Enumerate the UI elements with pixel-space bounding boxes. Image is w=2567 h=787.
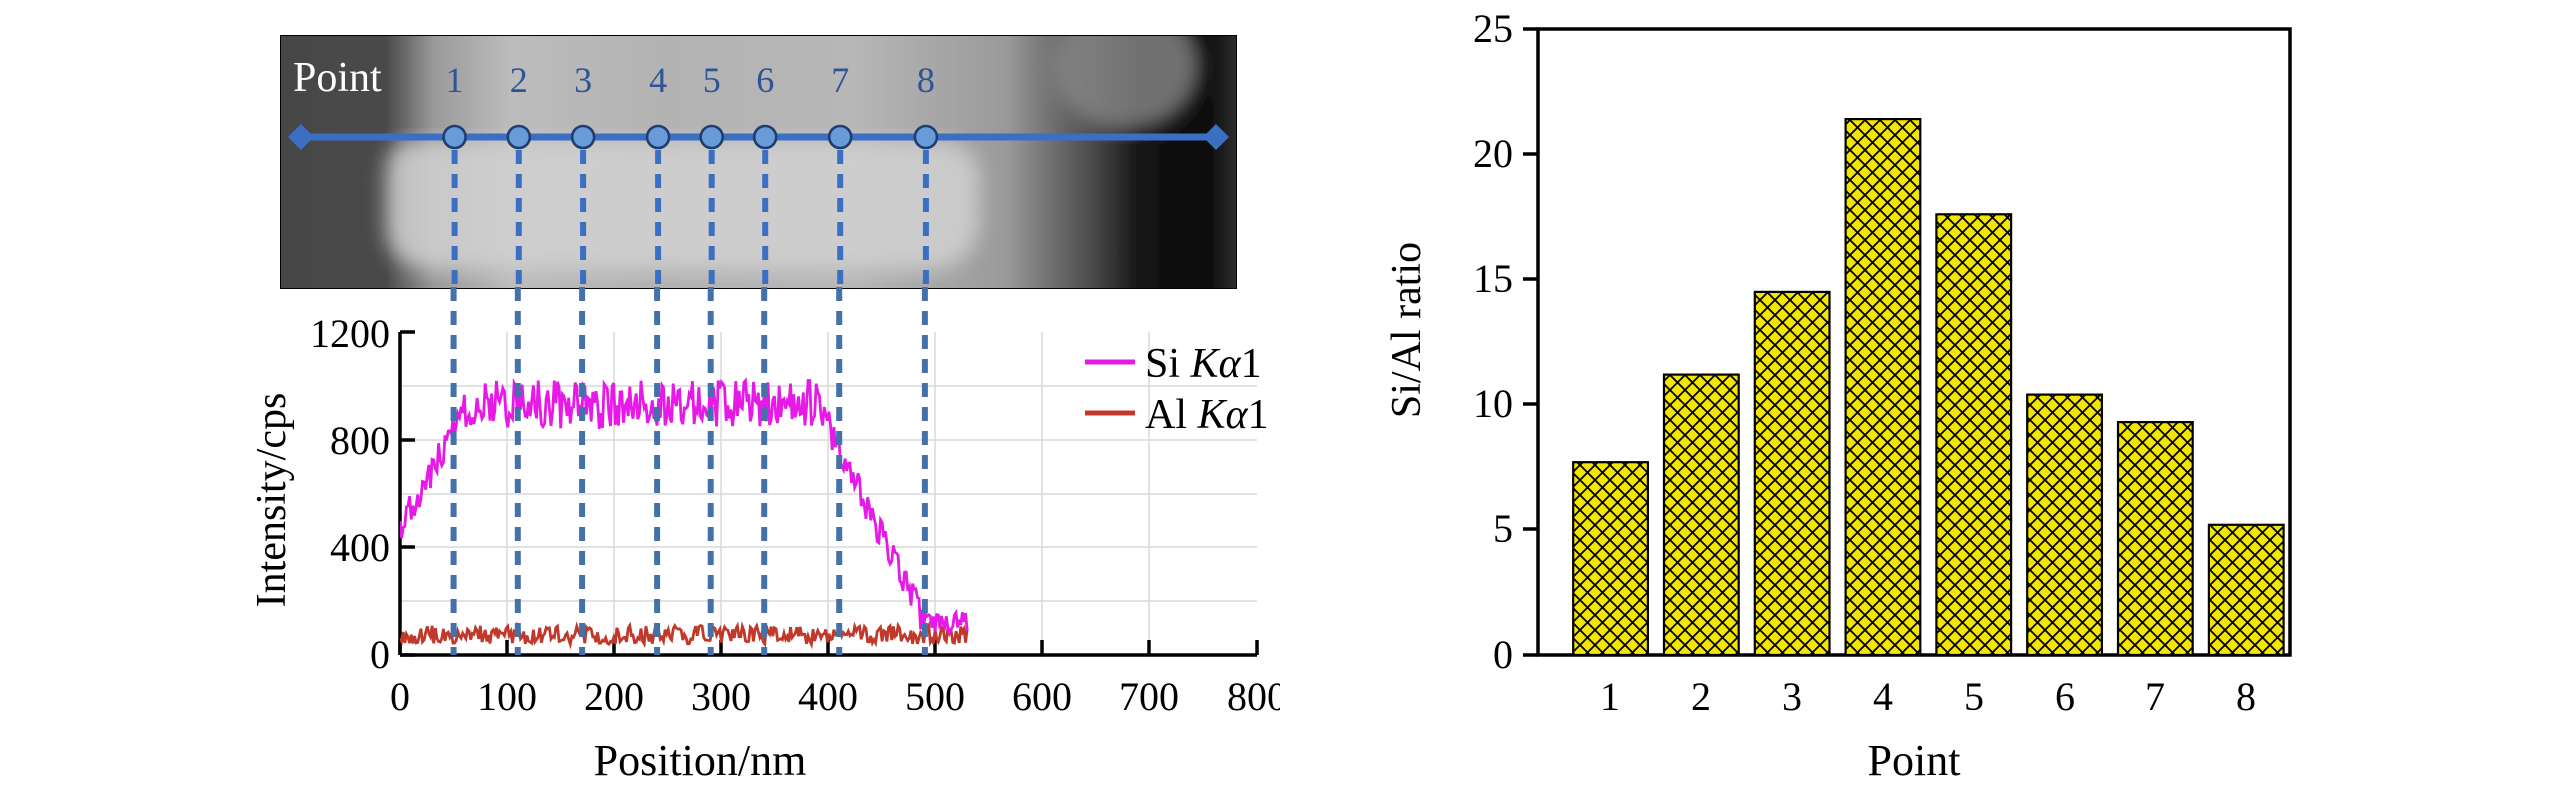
svg-text:Si Kα1: Si Kα1 [1145, 341, 1262, 387]
svg-text:400: 400 [330, 525, 390, 570]
svg-text:Position/nm: Position/nm [594, 736, 807, 785]
svg-text:700: 700 [1119, 674, 1179, 719]
svg-text:3: 3 [1782, 674, 1802, 719]
svg-text:Point: Point [1868, 736, 1961, 785]
svg-text:1: 1 [1600, 674, 1620, 719]
svg-text:20: 20 [1473, 131, 1513, 176]
svg-text:1200: 1200 [310, 311, 390, 356]
svg-text:10: 10 [1473, 381, 1513, 426]
svg-text:100: 100 [477, 674, 537, 719]
svg-text:Intensity/cps: Intensity/cps [249, 393, 295, 608]
svg-text:0: 0 [370, 632, 390, 677]
svg-text:25: 25 [1473, 6, 1513, 51]
svg-text:5: 5 [1964, 674, 1984, 719]
svg-text:5: 5 [1493, 506, 1513, 551]
svg-text:Si/Al ratio: Si/Al ratio [1384, 242, 1430, 418]
svg-text:500: 500 [905, 674, 965, 719]
svg-text:8: 8 [2236, 674, 2256, 719]
svg-text:600: 600 [1012, 674, 1072, 719]
svg-text:7: 7 [2145, 674, 2165, 719]
svg-text:6: 6 [2055, 674, 2075, 719]
svg-text:4: 4 [1873, 674, 1893, 719]
svg-text:800: 800 [330, 418, 390, 463]
svg-text:0: 0 [390, 674, 410, 719]
svg-text:300: 300 [691, 674, 751, 719]
svg-text:0: 0 [1493, 632, 1513, 677]
svg-text:15: 15 [1473, 256, 1513, 301]
svg-text:400: 400 [798, 674, 858, 719]
svg-text:200: 200 [584, 674, 644, 719]
svg-text:2: 2 [1691, 674, 1711, 719]
svg-text:800: 800 [1227, 674, 1280, 719]
svg-text:Al Kα1: Al Kα1 [1145, 392, 1269, 438]
